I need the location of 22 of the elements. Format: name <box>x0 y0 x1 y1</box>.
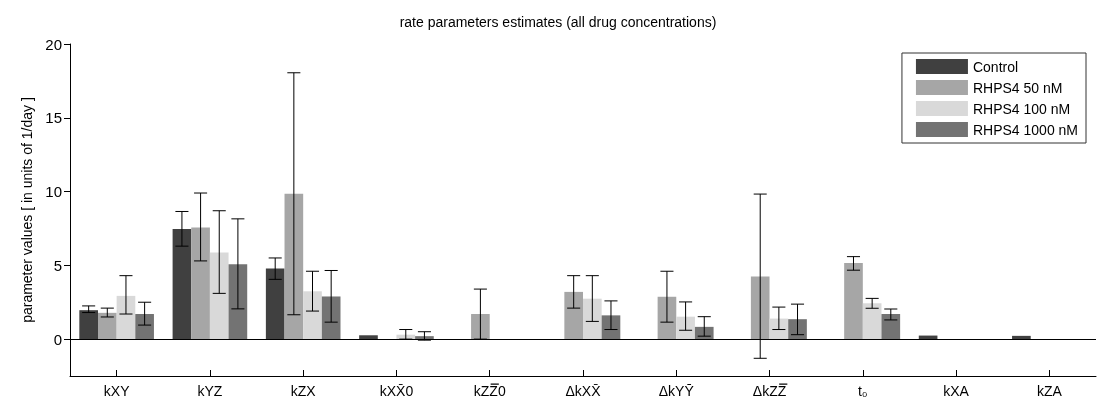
y-tick-label: 10 <box>45 183 62 201</box>
x-tick-label: ΔkYȲ <box>658 383 695 399</box>
y-tick-label: 15 <box>45 109 62 127</box>
y-tick-label: 20 <box>45 35 62 53</box>
y-tick-label: 5 <box>53 256 62 274</box>
x-tick-label: kZX <box>290 383 317 399</box>
x-tick-label: kYZ <box>197 383 223 399</box>
x-tick-label: kXY <box>103 383 131 399</box>
legend-label: RHPS4 100 nM <box>972 100 1071 117</box>
x-tick-label: ΔkXX̄ <box>565 383 602 399</box>
x-tick-label: ΔkZZ̿ <box>752 383 789 399</box>
y-axis-title: parameter values [ in units of 1/day ] <box>19 97 35 323</box>
x-tick-label: kXX̄0 <box>379 383 414 399</box>
legend-label: Control <box>972 58 1019 75</box>
chart-title: rate parameters estimates (all drug concentrations) <box>399 14 717 30</box>
legend-label: RHPS4 50 nM <box>972 79 1063 96</box>
x-tick-label: kZZ̿0 <box>473 383 506 399</box>
x-tick-label: t₀ <box>857 383 868 399</box>
legend-label: RHPS4 1000 nM <box>972 121 1079 138</box>
x-tick-label: kXA <box>943 383 970 399</box>
x-tick-label: kZA <box>1036 383 1063 399</box>
y-tick-label: 0 <box>53 330 62 348</box>
